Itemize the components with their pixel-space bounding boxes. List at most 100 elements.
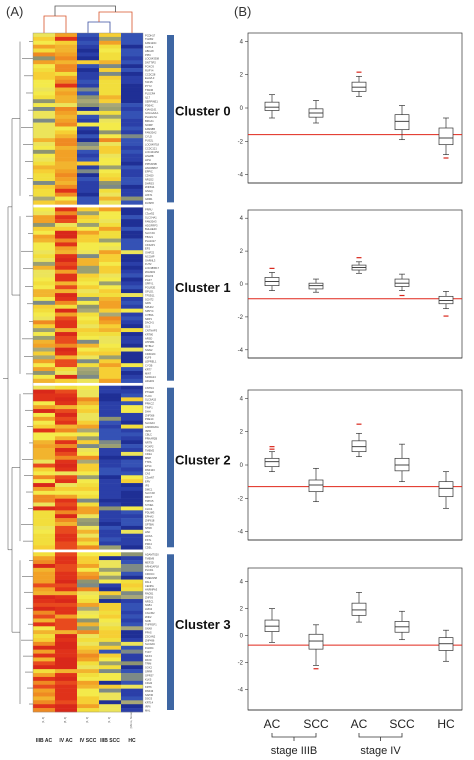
heatmap-cell [77,254,99,259]
heatmap-cell [55,522,77,527]
heatmap-cell [33,545,55,550]
heatmap-cell [33,196,55,201]
heatmap-cell [121,293,143,298]
heatmap-cell [99,332,121,337]
heatmap-cell [99,552,121,557]
heatmap-cell [77,281,99,286]
heatmap-cell [33,389,55,394]
heatmap-cell [99,385,121,390]
gene-label: RNF43 [145,689,154,693]
heatmap-cell [55,335,77,341]
heatmap-cell [55,312,77,317]
heatmap-cell [99,618,121,623]
heatmap-cell [121,222,143,228]
heatmap-cell [33,316,55,321]
heatmap-cell [99,634,121,639]
heatmap-cell [77,533,99,538]
heatmap-cell [121,157,143,162]
heatmap-cell [33,455,55,460]
heatmap-cell [55,324,77,329]
gene-label: NRP1 [145,317,152,321]
heatmap-cell [33,149,55,155]
heatmap-cell [33,708,55,713]
heatmap-cell [55,514,77,519]
heatmap-cell [121,563,143,569]
heatmap-cell [99,676,121,682]
gene-label: KRT14 [145,701,154,705]
heatmap-cell [33,502,55,507]
gene-label: PYY2 [145,84,152,88]
gene-label: FSTL [145,538,152,542]
heatmap-cell [121,688,143,693]
heatmap-cell [33,571,55,576]
heatmap-cell [55,463,77,468]
heatmap-cell [77,246,99,251]
gene-label: FAM20A3 [145,219,157,223]
heatmap-cell [33,134,55,139]
heatmap-cell [121,529,143,534]
heatmap-cell [55,64,77,69]
heatmap-cell [33,560,55,565]
heatmap-cell [77,688,99,693]
heatmap-cell [33,103,55,108]
group-bracket [271,733,317,741]
gene-label: S100A14 [145,375,156,379]
x-axis: AC SCC AC SCC HC stage IIIB stage IV [264,717,455,757]
heatmap-cell [121,669,143,674]
heatmap-cell [121,207,143,212]
heatmap-cell [55,277,77,282]
gene-label: ZFHX3 [145,274,154,278]
heatmap-cell [33,630,55,635]
heatmap-cell [99,351,121,356]
heatmap-cell [55,479,77,484]
heatmap-cell [121,708,143,713]
heatmap-cell [77,145,99,151]
heatmap-cell [121,641,143,647]
box [308,479,324,493]
heatmap-cell [33,242,55,247]
heatmap-cell [121,114,143,119]
gene-label: PDE4C [145,103,154,107]
heatmap-cell [121,281,143,286]
heatmap-cell [77,525,99,531]
heatmap-cell [77,114,99,119]
heatmap-cell [33,416,55,421]
heatmap-cell [77,277,99,282]
heatmap-cell [99,138,121,143]
heatmap-cell [55,157,77,162]
heatmap-cell [55,134,77,139]
heatmap-cell [55,448,77,453]
heatmap-cell [33,114,55,119]
gene-label: PRRU [145,208,152,212]
heatmap-cell [33,563,55,569]
heatmap-cell [55,393,77,398]
gene-label: CNTNAP3 [145,328,158,332]
heatmap-cell [33,637,55,643]
heatmap-cell [77,118,99,123]
heatmap-cell [99,87,121,92]
heatmap-cell [99,114,121,119]
heatmap-cell [99,367,121,372]
heatmap-cell [55,483,77,488]
heatmap-cell [99,560,121,565]
heatmap-cell [55,567,77,573]
heatmap-cell [77,579,99,584]
heatmap-cell [99,226,121,232]
heatmap-cell [77,490,99,496]
heatmap-cell [33,432,55,437]
gene-label: ABCA8 [145,49,154,53]
heatmap-cell [77,708,99,713]
heatmap-cell [121,91,143,96]
heatmap-cell [77,149,99,155]
heatmap-cell [121,502,143,507]
gene-label: CD5L [145,546,152,550]
heatmap-cell [99,230,121,235]
heatmap-cell [99,657,121,662]
heatmap-cell [121,200,143,205]
heatmap-cell [121,498,143,503]
heatmap-cell [77,420,99,425]
heatmap-cell [121,99,143,104]
heatmap-cell [77,374,99,380]
heatmap-cell [55,591,77,596]
heatmap-cell [55,506,77,511]
